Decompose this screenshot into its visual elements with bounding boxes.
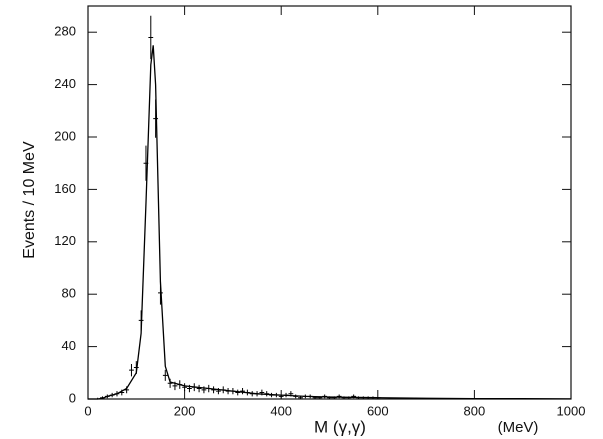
data-point: [158, 281, 163, 305]
y-tick-label: 40: [62, 338, 76, 353]
y-tick-label: 240: [54, 76, 76, 91]
data-point: [331, 396, 337, 399]
data-point: [302, 394, 308, 399]
data-point: [360, 396, 366, 399]
data-point: [370, 396, 376, 399]
data-point: [109, 392, 115, 398]
data-point: [336, 394, 342, 399]
data-point: [249, 391, 255, 397]
data-point: [220, 386, 226, 394]
y-tick-label: 80: [62, 286, 76, 301]
data-point: [317, 396, 323, 399]
data-point: [283, 392, 289, 398]
data-point: [153, 99, 159, 138]
data-point: [351, 394, 357, 399]
data-point: [187, 384, 192, 393]
data-point: [322, 394, 328, 399]
data-point: [375, 397, 381, 400]
x-tick-label: 800: [464, 403, 486, 418]
data-point: [288, 391, 294, 397]
data-point: [327, 396, 332, 399]
plot-frame: [87, 5, 572, 400]
data-point: [100, 396, 105, 399]
data-point: [196, 384, 202, 393]
data-point: [167, 378, 173, 388]
data-point: [259, 389, 265, 396]
data-point: [356, 396, 361, 399]
data-point: [307, 394, 313, 399]
data-point: [124, 386, 130, 394]
x-tick-label: 1000: [557, 403, 586, 418]
x-tick-label: 0: [84, 403, 91, 418]
data-point: [264, 391, 270, 397]
y-tick-label: 200: [54, 128, 76, 143]
data-point: [211, 386, 216, 394]
data-point: [293, 394, 299, 399]
y-tick-label: 0: [69, 390, 76, 405]
data-point: [244, 389, 250, 396]
y-axis-label: Events / 10 MeV: [21, 141, 38, 259]
data-point: [298, 396, 303, 399]
data-point: [235, 389, 241, 396]
data-point: [104, 394, 110, 399]
x-axis-label: M (γ,γ): [314, 417, 366, 436]
data-point: [278, 394, 284, 399]
data-point: [269, 392, 274, 398]
data-point: [138, 310, 144, 331]
data-point: [182, 383, 187, 392]
y-tick-label: 160: [54, 181, 76, 196]
data-point: [162, 369, 168, 381]
data-point: [201, 386, 207, 394]
data-point: [216, 387, 221, 395]
x-tick-label: 200: [174, 403, 196, 418]
data-point: [143, 145, 149, 181]
data-point: [225, 387, 231, 395]
data-point: [119, 389, 125, 396]
data-point: [191, 383, 197, 392]
data-point: [133, 361, 139, 374]
fit-curve: [88, 45, 572, 400]
data-point: [230, 387, 236, 395]
data-point: [114, 391, 120, 397]
data-point: [206, 384, 212, 393]
data-point: [177, 380, 183, 389]
y-tick-label: 280: [54, 24, 76, 39]
data-point: [273, 392, 279, 398]
data-point: [240, 387, 245, 395]
data-point: [129, 364, 134, 377]
data-point: [346, 396, 352, 399]
y-tick-label: 120: [54, 233, 76, 248]
data-point: [341, 396, 347, 399]
data-point: [312, 396, 318, 399]
data-point: [148, 15, 154, 60]
x-tick-label: 400: [270, 403, 292, 418]
data-point: [365, 396, 371, 399]
data-point: [254, 391, 260, 397]
x-tick-label: 600: [367, 403, 389, 418]
data-point: [172, 381, 178, 391]
x-axis-unit: (MeV): [498, 419, 539, 436]
data-point: [95, 397, 101, 400]
